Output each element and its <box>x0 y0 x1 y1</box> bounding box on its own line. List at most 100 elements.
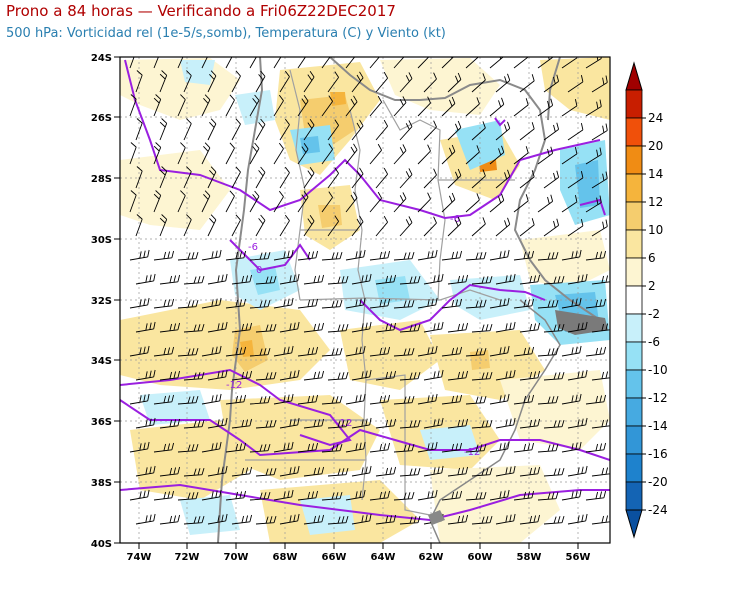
wind-barb <box>273 489 294 501</box>
wind-barb <box>273 297 294 309</box>
wind-barb <box>495 513 516 525</box>
wind-barb <box>513 346 535 357</box>
wind-barb <box>495 465 516 477</box>
wind-barb <box>471 275 493 285</box>
wind-barb <box>513 146 529 165</box>
wind-barb <box>591 419 610 429</box>
wind-barb <box>201 190 211 213</box>
wind-barb <box>369 490 391 501</box>
wind-barb <box>153 442 175 453</box>
contour-labels: -6 0 -6 -12 -12 -12 <box>226 214 480 458</box>
wind-barb <box>417 96 431 117</box>
wind-barb <box>375 71 388 93</box>
wind-barb <box>441 490 463 501</box>
wind-barb <box>159 166 168 189</box>
wind-barb <box>489 297 510 309</box>
negative-vorticity-shading <box>140 60 610 535</box>
wind-barb <box>201 441 222 453</box>
wind-barb <box>297 191 309 213</box>
wind-barb <box>321 443 343 453</box>
wind-barb <box>591 123 608 141</box>
wind-barb <box>177 190 186 213</box>
wind-barb <box>441 250 463 261</box>
colorbar-label: -16 <box>648 447 668 461</box>
wind-barb <box>393 57 405 69</box>
colorbar-labels: 24 20 14 12 10 6 2 -2 -6 -10 -12 -14 -16 -20 -24 <box>642 111 668 517</box>
wind-barb <box>399 168 413 189</box>
colorbar-box <box>625 229 643 259</box>
wind-barb <box>351 417 372 429</box>
wind-barb <box>399 323 421 333</box>
wind-barb <box>489 489 510 501</box>
wind-barb <box>393 192 407 213</box>
wind-barb <box>129 94 137 117</box>
wind-barb <box>561 147 578 165</box>
wind-barb <box>327 467 349 477</box>
wind-barb <box>135 166 143 189</box>
wind-barb <box>327 419 349 429</box>
wind-barb <box>591 515 610 525</box>
wind-barb <box>471 169 486 189</box>
wind-barb <box>417 144 431 165</box>
wind-barb <box>543 419 565 429</box>
wind-barb <box>369 442 391 453</box>
colorbar-box <box>625 425 643 455</box>
lon-label: 62W <box>419 552 444 563</box>
chart-title: Prono a 84 horas — Verificando a Fri06Z2… <box>6 2 396 20</box>
wind-barb <box>519 370 541 381</box>
wind-barb <box>255 467 277 477</box>
wind-barb <box>495 369 516 381</box>
wind-barb <box>153 490 175 501</box>
wind-barb <box>465 145 480 165</box>
wind-barb <box>135 273 156 285</box>
lat-label: 32S <box>91 296 112 307</box>
wind-barb <box>351 465 372 477</box>
wind-barb <box>543 323 565 333</box>
colorbar-label: -10 <box>648 363 668 377</box>
wind-barb <box>375 514 397 525</box>
wind-barb <box>441 298 463 309</box>
wind-barb <box>279 465 300 477</box>
coastline <box>429 299 561 543</box>
wind-barb <box>297 442 319 453</box>
wind-barb <box>321 57 331 69</box>
wind-barb <box>585 250 607 261</box>
wind-barb <box>585 490 607 501</box>
wind-barb <box>537 146 554 165</box>
wind-barb <box>177 395 199 405</box>
wind-barb <box>249 57 257 69</box>
wind-barb <box>255 118 266 141</box>
wind-barb <box>327 515 349 525</box>
wind-barb <box>255 275 277 285</box>
wind-barb <box>351 71 364 93</box>
contour-label: 0 <box>256 265 262 276</box>
wind-barb <box>375 119 388 141</box>
wind-barb <box>321 191 333 213</box>
wind-barb <box>129 249 150 261</box>
wind-barb <box>543 275 565 285</box>
wind-barb <box>279 214 290 237</box>
wind-barb <box>255 70 266 93</box>
wind-barb <box>201 57 208 69</box>
wind-barb <box>273 57 282 69</box>
wind-barb <box>321 143 333 165</box>
lon-label: 64W <box>371 552 396 563</box>
wind-barb <box>225 250 247 261</box>
wind-barb <box>423 168 437 189</box>
wind-barb <box>585 394 607 405</box>
wind-barb <box>297 250 319 261</box>
wind-barb <box>399 275 421 285</box>
wind-barb <box>201 345 222 357</box>
wind-barb <box>177 57 184 69</box>
wind-barb <box>591 371 610 381</box>
wind-barb <box>465 299 487 309</box>
colorbar-box <box>625 453 643 483</box>
wind-barb <box>585 346 607 357</box>
wind-barb <box>273 393 294 405</box>
wind-barb <box>489 441 510 453</box>
wind-barb <box>207 166 217 189</box>
wind-barb <box>177 443 199 453</box>
lat-label: 38S <box>91 478 112 489</box>
wind-barb <box>519 122 535 141</box>
